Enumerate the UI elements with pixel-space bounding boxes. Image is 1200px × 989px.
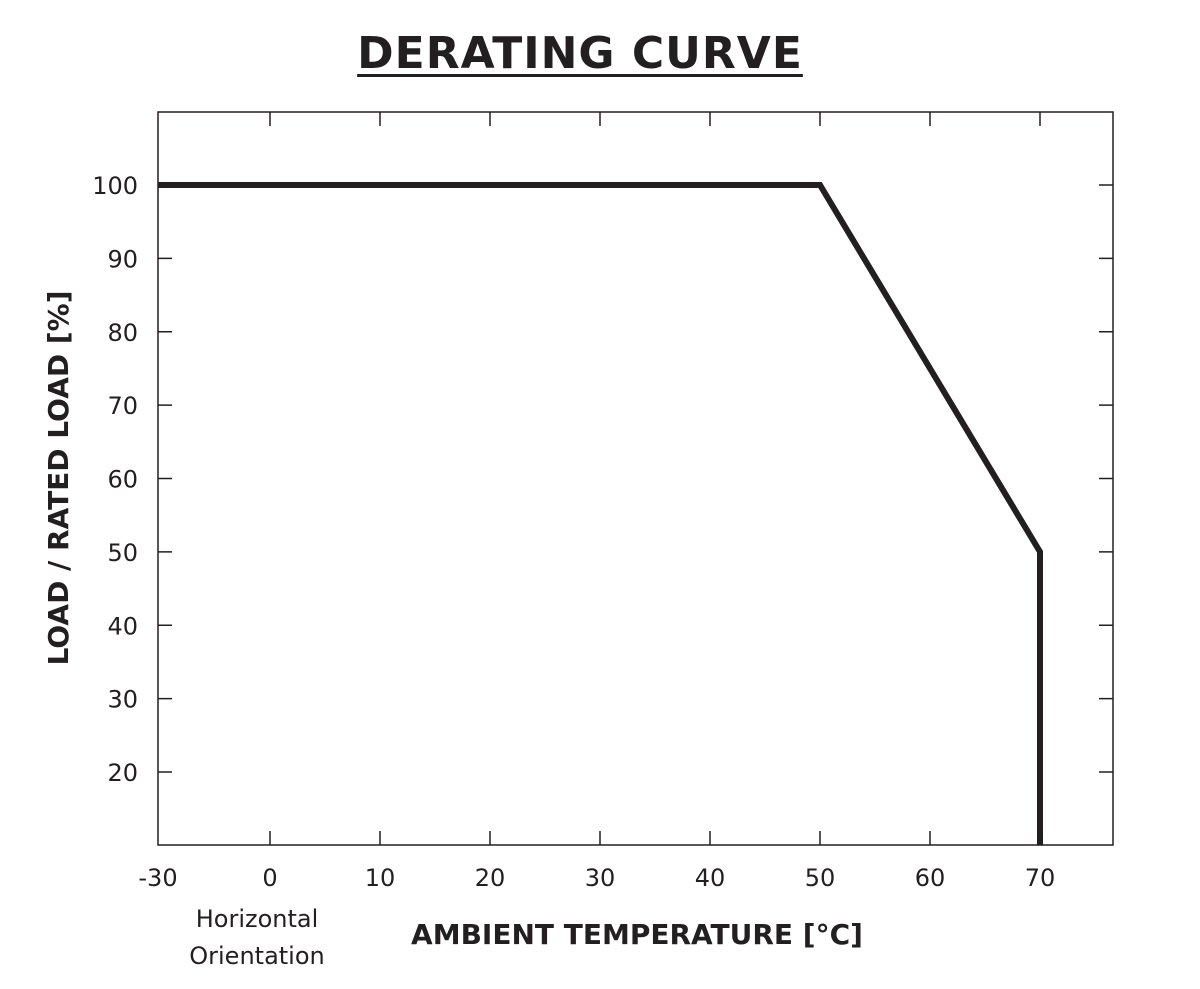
- derating-curve-line-0: [158, 182, 1043, 845]
- y-tick-label: 30: [107, 686, 138, 714]
- ticks-group: [158, 112, 1113, 845]
- x-axis-title: AMBIENT TEMPERATURE [°C]: [411, 918, 863, 951]
- y-tick-label: 50: [107, 539, 138, 567]
- x-tick-label: 50: [805, 864, 836, 892]
- plot-area-frame: [157, 111, 1114, 846]
- chart-title: DERATING CURVE: [357, 28, 803, 79]
- series-group: [157, 182, 1043, 846]
- orientation-note-line-1: Horizontal: [196, 905, 319, 933]
- y-tick-label: 100: [92, 172, 138, 200]
- y-tick-label: 60: [107, 466, 138, 494]
- y-axis-title: LOAD / RATED LOAD [%]: [42, 290, 75, 665]
- x-tick-label: 40: [695, 864, 726, 892]
- x-tick-label: 10: [365, 864, 396, 892]
- x-tick-label: 30: [585, 864, 616, 892]
- y-tick-label: 20: [107, 759, 138, 787]
- x-tick-label: 60: [915, 864, 946, 892]
- tick-labels-group: -30 0 10 20 30 40 50 60 70 20 30 40 50 60 70 80 90 100: [92, 172, 1055, 892]
- y-tick-label: 80: [107, 319, 138, 347]
- y-tick-label: 40: [107, 612, 138, 640]
- orientation-note-line-2: Orientation: [189, 942, 325, 970]
- y-tick-label: 70: [107, 392, 138, 420]
- y-tick-label: 90: [107, 245, 138, 273]
- x-tick-label: -30: [138, 864, 177, 892]
- x-tick-label: 20: [475, 864, 506, 892]
- x-tick-label: 0: [262, 864, 277, 892]
- x-tick-label: 70: [1025, 864, 1056, 892]
